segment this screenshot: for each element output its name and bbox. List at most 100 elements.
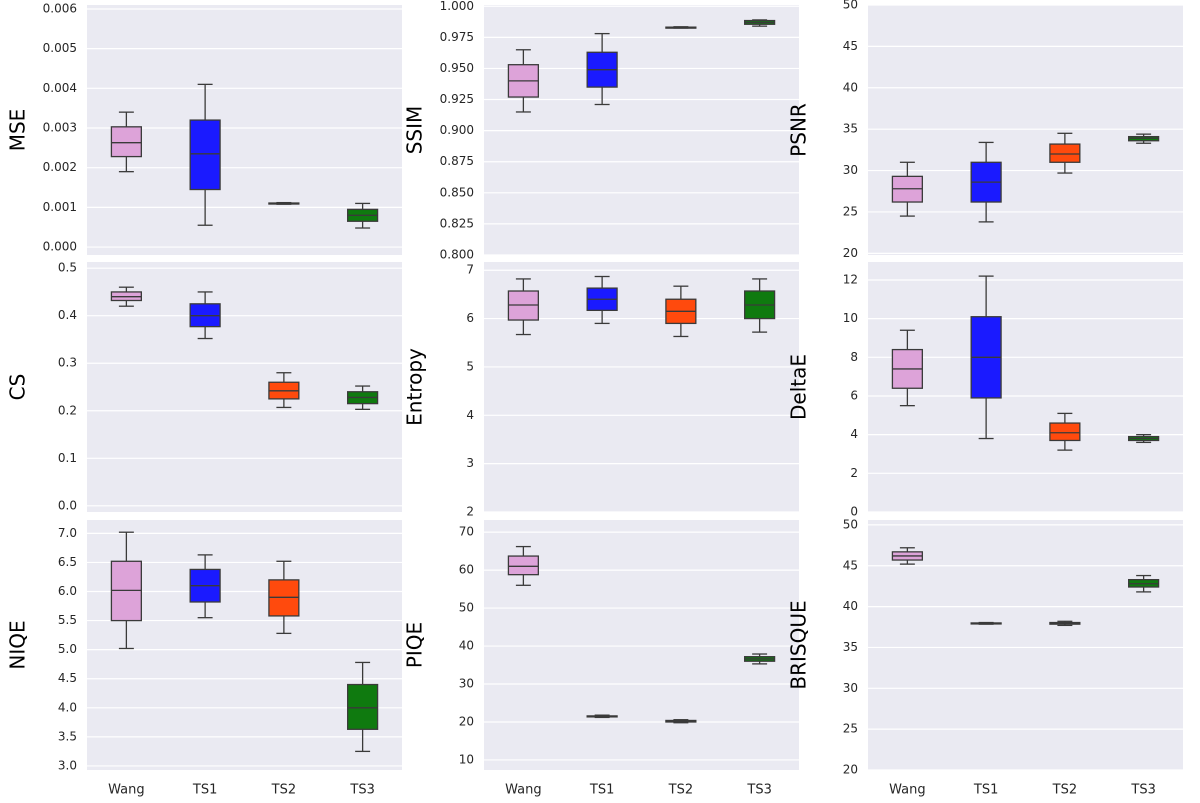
y-tick-label: 60 [459,563,474,577]
box [1049,143,1081,163]
y-axis-label: SSIM [403,106,427,155]
plot-background [484,5,799,255]
y-axis-label: NIQE [6,620,30,669]
y-tick-label: 1.000 [440,0,474,13]
y-tick-label: 10 [459,752,474,766]
y-tick-label: 0.003 [43,121,77,135]
y-tick-label: 0.0 [58,498,77,512]
y-tick-label: 0.800 [440,248,474,262]
y-tick-label: 7 [466,263,474,277]
plot-background [87,262,402,512]
y-tick-label: 4 [850,427,858,441]
y-tick-label: 0 [850,505,858,519]
x-tick-label: TS2 [1052,783,1077,798]
x-tick-label: TS2 [271,783,296,798]
y-tick-label: 45 [843,558,858,572]
y-tick-label: 8 [850,350,858,364]
y-tick-label: 0.4 [58,308,77,322]
y-tick-label: 0.850 [440,185,474,199]
y-tick-label: 4.5 [58,671,77,685]
y-tick-label: 2 [466,505,474,519]
y-axis-label: DeltaE [787,354,811,420]
x-tick-label: TS3 [1130,783,1155,798]
box [110,126,142,158]
y-tick-label: 0.900 [440,123,474,137]
y-axis-label: Entropy [403,348,427,426]
panel: 20 25 30 35 40 45 50 BRISQUE Wang TS1 TS2 TS3 [787,517,1183,798]
y-axis-label: CS [6,374,30,401]
y-tick-label: 70 [459,525,474,539]
y-tick-label: 40 [459,639,474,653]
box [1049,422,1081,442]
y-tick-label: 0.006 [43,1,77,15]
y-tick-label: 20 [843,246,858,260]
box [189,119,221,191]
y-tick-label: 0.3 [58,356,77,370]
y-tick-label: 35 [843,122,858,136]
y-tick-label: 3 [466,456,474,470]
panel: 0.800 0.825 0.850 0.875 0.900 0.925 0.950 0.975… [403,0,799,262]
y-tick-label: 30 [843,163,858,177]
y-tick-label: 25 [843,204,858,218]
y-tick-label: 40 [843,599,858,613]
y-tick-label: 40 [843,80,858,94]
y-tick-label: 12 [843,272,858,286]
y-tick-label: 7.0 [58,526,77,540]
x-tick-label: TS3 [349,783,374,798]
y-tick-label: 50 [843,517,858,531]
y-tick-label: 0.001 [43,200,77,214]
y-tick-label: 25 [843,722,858,736]
y-tick-label: 30 [459,677,474,691]
y-tick-label: 0.1 [58,451,77,465]
y-tick-label: 5.5 [58,613,77,627]
y-tick-label: 50 [459,601,474,615]
plot-background [87,520,402,770]
y-tick-label: 0.005 [43,41,77,55]
x-tick-label: TS3 [746,783,771,798]
x-tick-label: TS1 [192,783,217,798]
panel: 20 25 30 35 40 45 50 PSNR [787,0,1183,260]
y-tick-label: 0.2 [58,403,77,417]
panel: 10 20 30 40 50 60 70 PIQE Wang TS1 TS2 TS3 [403,520,799,798]
y-tick-label: 4 [466,408,474,422]
x-tick-label: Wang [108,783,144,798]
y-tick-label: 0.004 [43,81,77,95]
y-tick-label: 4.0 [58,700,77,714]
y-tick-label: 10 [843,311,858,325]
y-tick-label: 20 [459,714,474,728]
y-tick-label: 20 [843,763,858,777]
x-tick-label: TS2 [668,783,693,798]
y-tick-label: 6 [850,388,858,402]
y-tick-label: 0.825 [440,216,474,230]
y-tick-label: 3.5 [58,729,77,743]
panel: 2 3 4 5 6 7 Entropy [403,262,799,519]
y-tick-label: 0.875 [440,154,474,168]
panel: 0.000 0.001 0.002 0.003 0.004 0.005 0.006 MSE [6,1,402,255]
y-tick-label: 2 [850,466,858,480]
y-tick-label: 0.002 [43,160,77,174]
y-tick-label: 6 [466,311,474,325]
y-axis-label: PSNR [787,103,811,157]
y-axis-label: MSE [6,109,30,152]
x-tick-label: Wang [889,783,925,798]
x-tick-label: TS1 [589,783,614,798]
x-tick-label: TS1 [973,783,998,798]
panel: 0.0 0.1 0.2 0.3 0.4 0.5 CS [6,261,402,512]
plot-background [868,5,1183,255]
y-tick-label: 0.000 [43,240,77,254]
y-tick-label: 6.0 [58,584,77,598]
box [347,683,379,730]
y-tick-label: 35 [843,640,858,654]
y-tick-label: 30 [843,681,858,695]
x-tick-label: Wang [505,783,541,798]
panel: 3.0 3.5 4.0 4.5 5.0 5.5 6.0 6.5 7.0 NIQE Wang TS1 TS… [6,520,402,798]
y-tick-label: 0.950 [440,61,474,75]
y-tick-label: 0.5 [58,261,77,275]
y-axis-label: PIQE [403,622,427,668]
y-tick-label: 5 [466,359,474,373]
y-tick-label: 45 [843,39,858,53]
box [507,555,539,576]
y-tick-label: 5.0 [58,642,77,656]
y-tick-label: 3.0 [58,758,77,772]
